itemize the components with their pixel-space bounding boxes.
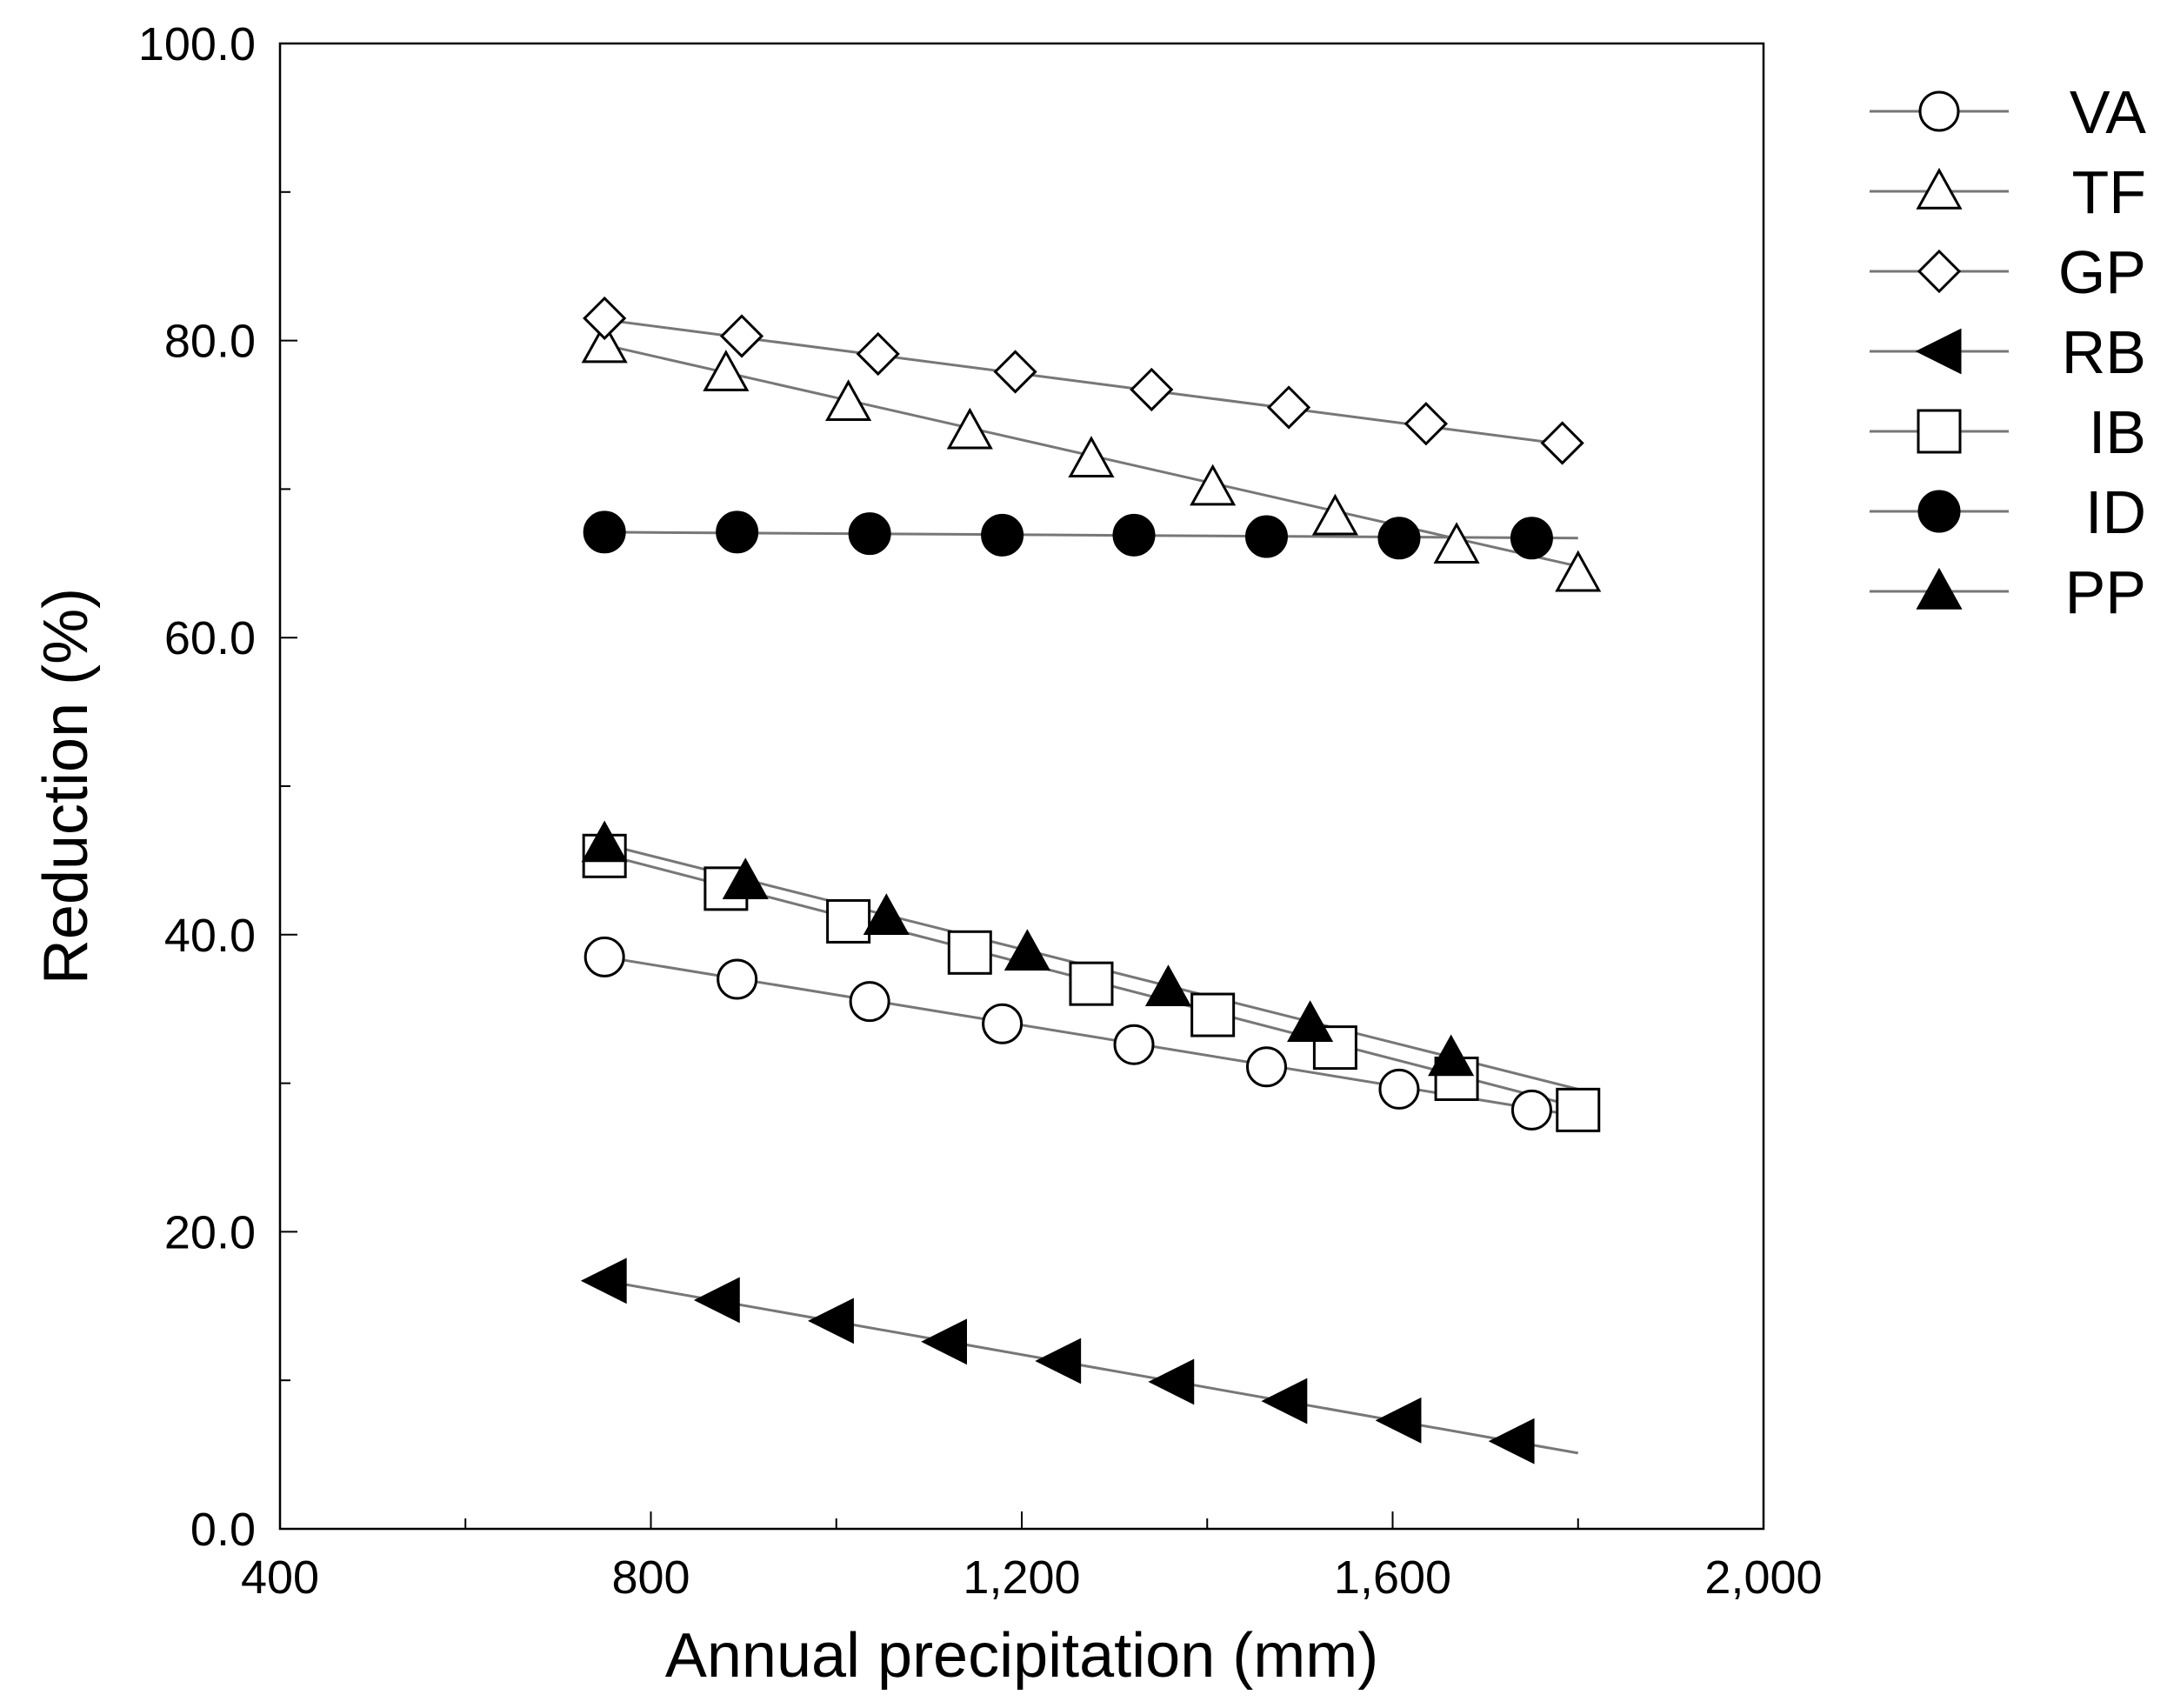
legend-label-tf: TF — [2071, 158, 2146, 226]
pp-data-point — [722, 857, 769, 900]
id-data-point — [1510, 517, 1553, 560]
legend-item-pp: PP — [1870, 558, 2146, 626]
rb-data-point — [1261, 1378, 1308, 1424]
gp-data-point — [856, 331, 900, 377]
y-tick-label: 80.0 — [164, 316, 256, 368]
rb-data-point — [693, 1277, 740, 1324]
y-tick-label: 20.0 — [164, 1206, 256, 1258]
legend-marker-gp — [1917, 249, 1962, 294]
ib-data-point — [1190, 992, 1236, 1037]
rb-data-point — [1375, 1397, 1422, 1444]
gp-data-point — [583, 296, 627, 341]
va-data-point — [583, 936, 625, 977]
legend-marker-rb — [1915, 328, 1962, 375]
gp-data-point — [719, 314, 764, 358]
gp-data-point — [1130, 367, 1174, 412]
legend-marker-id — [1917, 490, 1961, 533]
y-axis-title: Reduction (%) — [31, 588, 101, 984]
id-data-point — [1244, 515, 1288, 558]
axis-ticks — [279, 43, 1764, 1530]
rb-data-point — [1148, 1358, 1195, 1405]
ib-data-point — [1312, 1025, 1357, 1071]
ib-data-point — [1069, 961, 1114, 1006]
tf-data-point — [1190, 464, 1237, 506]
plot-frame — [278, 42, 1765, 1531]
x-tick-label: 800 — [611, 1551, 690, 1604]
pp-data-point — [1003, 929, 1050, 971]
tf-data-point — [581, 321, 628, 364]
tf-data-point — [1068, 436, 1115, 477]
y-tick-label: 0.0 — [190, 1504, 256, 1556]
x-axis-title: Annual precipitation (mm) — [665, 1621, 1378, 1691]
va-data-point — [1510, 1089, 1552, 1131]
gp-data-point — [1540, 421, 1584, 465]
pp-data-point — [1144, 964, 1192, 1006]
legend-marker-va — [1918, 90, 1960, 132]
legend-marker-ib — [1917, 409, 1962, 454]
va-data-point — [1245, 1046, 1287, 1088]
pp-data-point — [1287, 1000, 1334, 1042]
tf-data-point — [825, 379, 872, 422]
legend-marker-pp — [1916, 567, 1963, 610]
id-data-point — [583, 510, 626, 554]
x-tick-label: 1,200 — [963, 1551, 1080, 1604]
data-markers — [580, 296, 1602, 1464]
legend-marker-tf — [1916, 167, 1963, 210]
ib-data-point — [947, 930, 992, 975]
legend-label-rb: RB — [2062, 318, 2146, 386]
va-data-point — [717, 958, 758, 1000]
legend-item-ib: IB — [1870, 398, 2146, 466]
tf-data-point — [1311, 493, 1358, 536]
x-tick-label: 400 — [241, 1551, 319, 1604]
y-tick-label: 60.0 — [164, 612, 256, 664]
rb-data-point — [921, 1318, 968, 1365]
y-tick-label: 100.0 — [138, 18, 256, 70]
tf-data-point — [1433, 522, 1480, 564]
legend-label-id: ID — [2085, 478, 2146, 546]
gp-data-point — [1404, 402, 1449, 446]
va-data-point — [849, 981, 890, 1023]
rb-fit-line — [603, 1279, 1579, 1455]
legend-label-pp: PP — [2065, 558, 2146, 626]
legend-item-id: ID — [1870, 478, 2146, 546]
rb-data-point — [1035, 1338, 1082, 1384]
ib-data-point — [1556, 1087, 1601, 1132]
axis-tick-labels: 400 800 1,200 1,600 2,000 0.0 20.0 40.0 60.0 80.0… — [138, 18, 1823, 1604]
legend-item-va: VA — [1870, 78, 2146, 146]
ib-data-point — [826, 898, 871, 944]
legend-label-ib: IB — [2089, 398, 2146, 466]
legend: VA TF GP RB IB ID PP — [1870, 78, 2146, 626]
id-data-point — [716, 510, 759, 554]
tf-data-point — [1555, 550, 1602, 592]
id-data-point — [981, 513, 1024, 557]
rb-data-point — [1488, 1418, 1535, 1464]
id-data-point — [1377, 517, 1421, 560]
id-data-point — [1112, 513, 1156, 557]
gp-data-point — [1266, 385, 1311, 430]
x-tick-label: 1,600 — [1334, 1551, 1451, 1604]
y-tick-label: 40.0 — [164, 910, 256, 962]
x-tick-label: 2,000 — [1704, 1551, 1822, 1604]
id-data-point — [848, 512, 891, 556]
legend-label-gp: GP — [2058, 238, 2146, 306]
rb-data-point — [580, 1258, 627, 1304]
legend-item-gp: GP — [1870, 238, 2146, 306]
pp-data-point — [581, 820, 628, 863]
legend-label-va: VA — [2070, 78, 2146, 146]
tf-data-point — [946, 407, 993, 450]
pp-data-point — [863, 893, 910, 936]
pp-data-point — [1428, 1034, 1475, 1077]
rb-data-point — [808, 1298, 854, 1344]
va-data-point — [982, 1003, 1023, 1044]
va-data-point — [1378, 1068, 1420, 1110]
legend-item-tf: TF — [1870, 158, 2146, 226]
va-data-point — [1113, 1024, 1155, 1065]
tf-data-point — [703, 350, 750, 391]
legend-item-rb: RB — [1870, 318, 2146, 386]
gp-data-point — [993, 350, 1037, 394]
